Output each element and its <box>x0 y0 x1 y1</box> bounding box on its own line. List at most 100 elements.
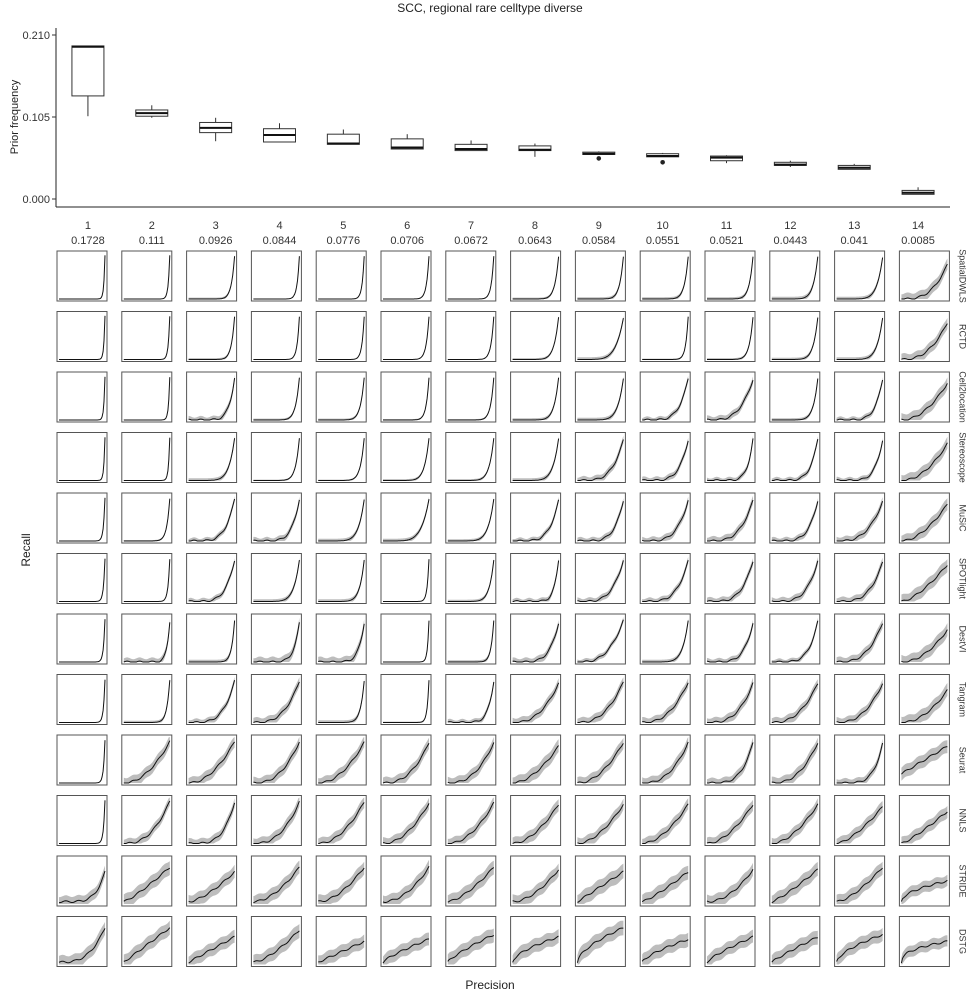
pr-confidence-band <box>512 557 559 602</box>
pr-panel-seurat-2 <box>121 734 173 786</box>
pr-panel-destvi-7 <box>445 613 497 665</box>
pr-panel-frame <box>380 311 432 362</box>
pr-curve <box>836 934 883 962</box>
box-7 <box>454 140 488 152</box>
pr-curve <box>253 866 300 904</box>
pr-panel-cell2location-3 <box>186 371 238 423</box>
boxplot-y-tick-label: 0.105 <box>22 112 50 124</box>
pr-curve <box>59 740 106 784</box>
pr-curve <box>188 256 236 300</box>
pr-panel-frame <box>56 432 108 483</box>
pr-panel-cell2location-14 <box>898 371 950 423</box>
category-value-label: 0.111 <box>139 235 165 247</box>
pr-curve <box>447 316 495 360</box>
pr-panel-music-5 <box>315 492 367 544</box>
pr-panel-stride-13 <box>834 855 886 907</box>
pr-curve <box>642 316 689 360</box>
pr-panel-frame <box>445 855 497 907</box>
pr-panel-frame <box>769 432 821 483</box>
pr-panel-seurat-3 <box>186 734 238 786</box>
pr-panel-frame <box>769 371 821 423</box>
pr-panel-frame <box>574 432 626 483</box>
pr-panel-frame <box>121 855 173 907</box>
pr-panel-destvi-3 <box>186 613 238 665</box>
pr-confidence-band <box>383 436 429 481</box>
pr-panel-stride-2 <box>121 855 173 907</box>
pr-confidence-band <box>447 316 494 360</box>
pr-confidence-band <box>642 865 689 904</box>
pr-panel-stereoscope-7 <box>445 432 497 483</box>
pr-curve <box>318 438 365 481</box>
pr-panel-frame <box>704 371 756 423</box>
pr-curve <box>447 867 495 903</box>
pr-curve <box>447 499 495 542</box>
pr-panel-nnls-10 <box>639 795 691 846</box>
pr-curve <box>383 256 430 300</box>
pr-curve <box>577 619 624 663</box>
pr-curve <box>383 377 430 421</box>
pr-panel-frame <box>315 311 367 362</box>
pr-panel-frame <box>186 734 238 786</box>
pr-panel-frame <box>56 855 108 907</box>
pr-confidence-band <box>642 618 689 662</box>
pr-confidence-band <box>577 798 624 844</box>
pr-panel-frame <box>769 734 821 786</box>
pr-confidence-band <box>59 922 105 965</box>
pr-confidence-band <box>318 619 365 662</box>
pr-panel-frame <box>898 916 950 967</box>
pr-curve <box>901 323 948 360</box>
pr-panel-seurat-8 <box>510 734 562 786</box>
pr-curve <box>706 805 754 844</box>
pr-panel-frame <box>445 674 497 725</box>
pr-panel-frame <box>250 613 302 665</box>
pr-panel-frame <box>250 553 302 604</box>
pr-panel-spotlight-10 <box>639 553 691 604</box>
pr-panel-frame <box>186 311 238 362</box>
pr-curve <box>512 623 560 663</box>
pr-curve <box>512 745 559 784</box>
pr-panel-stride-10 <box>639 855 691 907</box>
pr-curve <box>58 928 106 964</box>
pr-panel-frame <box>445 734 497 786</box>
pr-panel-rctd-4 <box>250 311 302 362</box>
pr-confidence-band <box>642 556 689 602</box>
pr-panel-frame <box>704 795 756 846</box>
pr-confidence-band <box>188 864 235 904</box>
pr-panel-frame <box>639 916 691 967</box>
pr-confidence-band <box>707 558 753 602</box>
pr-panel-stereoscope-8 <box>510 432 562 483</box>
pr-curve <box>253 930 300 963</box>
pr-curve <box>641 939 689 962</box>
category-label: 14 <box>912 220 924 232</box>
pr-panel-spotlight-2 <box>121 553 173 604</box>
pr-panel-frame <box>186 916 238 967</box>
pr-curve <box>447 560 495 602</box>
pr-panel-spatialdwls-6 <box>380 250 432 302</box>
pr-panel-frame <box>121 432 173 483</box>
pr-panel-cell2location-11 <box>704 371 756 423</box>
pr-panel-frame <box>769 553 821 604</box>
pr-panel-frame <box>121 613 173 665</box>
box-13 <box>837 163 871 170</box>
pr-panel-frame <box>250 795 302 846</box>
pr-panel-frame <box>380 250 432 302</box>
category-label: 4 <box>276 220 282 232</box>
pr-panel-frame <box>834 311 886 362</box>
pr-confidence-band <box>642 375 689 420</box>
pr-confidence-band <box>188 315 235 360</box>
pr-panel-frame <box>380 734 432 786</box>
category-label: 3 <box>213 220 219 232</box>
category-label: 10 <box>657 220 669 232</box>
pr-panel-frame <box>834 674 886 725</box>
pr-curve <box>901 629 948 663</box>
pr-panel-frame <box>315 795 367 846</box>
pr-curve <box>642 500 689 542</box>
pr-confidence-band <box>642 798 689 844</box>
chart-title: SCC, regional rare celltype diverse <box>397 1 583 15</box>
pr-panel-frame <box>574 674 626 725</box>
pr-confidence-band <box>123 861 170 904</box>
pr-panel-nnls-1 <box>56 795 108 846</box>
pr-panel-tangram-12 <box>769 674 821 725</box>
pr-curve <box>59 558 106 602</box>
category-value-label: 0.0776 <box>327 235 361 247</box>
